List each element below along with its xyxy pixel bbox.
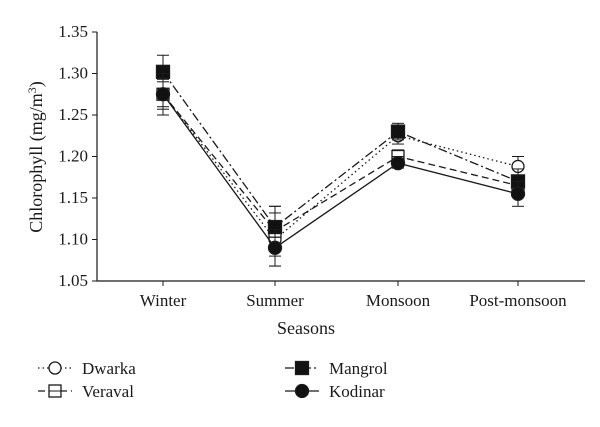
legend-label: Kodinar [329, 382, 385, 401]
data-point-marker [390, 155, 406, 171]
legend-item-kodinar: Kodinar [285, 382, 385, 401]
x-ticks: Winter Summer Monsoon Post-monsoon [140, 281, 567, 310]
y-ticks: 1.05 1.10 1.15 1.20 1.25 1.30 1.35 [58, 22, 97, 290]
y-tick-label: 1.10 [58, 230, 88, 249]
series-mangrol [155, 54, 526, 249]
y-tick-label: 1.05 [58, 271, 88, 290]
series-line [162, 93, 519, 249]
x-tick-label: Winter [140, 291, 187, 310]
legend-item-veraval: Veraval [38, 382, 134, 401]
legend-label: Dwarka [82, 359, 136, 378]
series-veraval [156, 78, 525, 257]
data-point-marker [390, 124, 406, 139]
legend-item-mangrol: Mangrol [285, 359, 388, 378]
series-dwarka [156, 81, 525, 267]
legend: Dwarka Veraval Mangrol Kodinar [38, 359, 388, 401]
series-line [162, 93, 519, 241]
y-tick-label: 1.25 [58, 105, 88, 124]
y-axis-title: Chlorophyll (mg/m3) [25, 81, 47, 233]
y-axis-title-main: Chlorophyll (mg/m [26, 93, 47, 233]
data-point-marker [510, 186, 526, 202]
series-line [162, 93, 519, 233]
x-axis-title: Seasons [277, 318, 335, 338]
data-point-marker [267, 240, 283, 255]
legend-item-dwarka: Dwarka [38, 359, 136, 378]
y-tick-label: 1.15 [58, 188, 88, 207]
legend-marker [294, 383, 310, 399]
x-tick-label: Summer [246, 291, 304, 310]
legend-label: Mangrol [329, 359, 388, 378]
y-tick-label: 1.20 [58, 147, 88, 166]
data-point-marker [155, 87, 171, 102]
axes [96, 32, 585, 282]
legend-marker [48, 361, 62, 375]
x-tick-label: Monsoon [366, 291, 431, 310]
series-kodinar [155, 73, 526, 267]
legend-marker [294, 360, 310, 376]
legend-marker [48, 384, 62, 398]
x-tick-label: Post-monsoon [469, 291, 567, 310]
y-axis-title-close: ) [26, 81, 47, 87]
legend-label: Veraval [82, 382, 134, 401]
y-tick-label: 1.35 [58, 22, 88, 41]
series-line [162, 71, 519, 228]
series-layer [155, 54, 526, 267]
y-axis-title-superscript: 3 [25, 87, 39, 93]
y-tick-label: 1.30 [58, 64, 88, 83]
